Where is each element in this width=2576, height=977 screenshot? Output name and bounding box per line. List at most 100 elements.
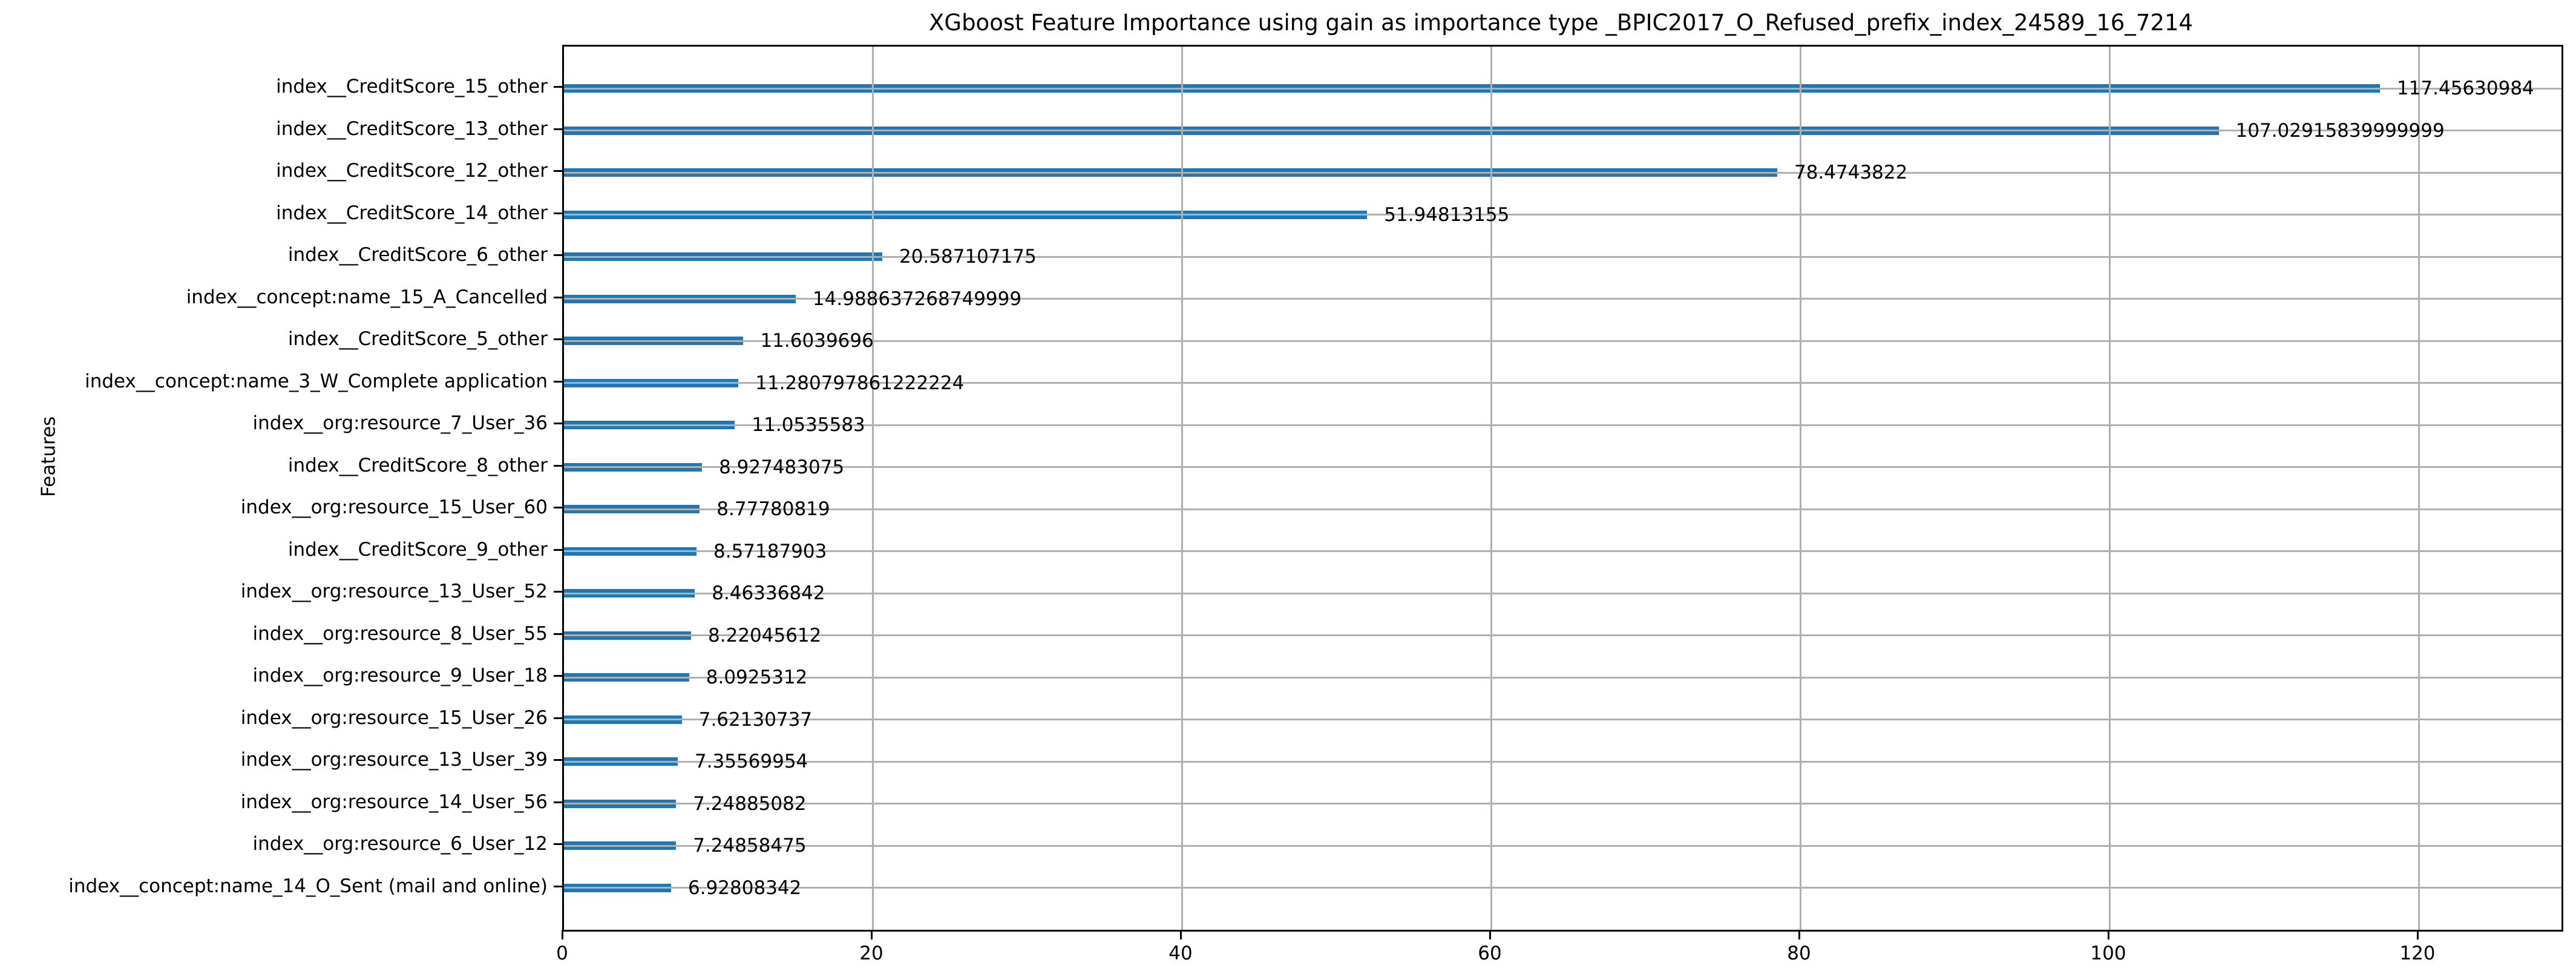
y-gridline [564, 760, 2561, 763]
y-tick-mark [554, 633, 562, 635]
y-gridline [564, 255, 2561, 258]
y-tick-mark [554, 885, 562, 887]
x-tick-label: 0 [556, 942, 568, 964]
y-tick-mark [554, 548, 562, 551]
bar-value-label: 78.4743822 [1794, 162, 1908, 184]
bar-value-label: 8.22045612 [708, 624, 822, 646]
y-tick-label: index__org:resource_13_User_39 [240, 749, 548, 771]
y-tick-mark [554, 128, 562, 130]
x-gridline [2418, 47, 2420, 930]
y-gridline [564, 382, 2561, 384]
y-tick-label: index__CreditScore_15_other [276, 76, 548, 98]
y-tick-label: index__concept:name_14_O_Sent (mail and … [68, 875, 548, 897]
y-gridline [564, 592, 2561, 594]
x-gridline [872, 47, 874, 930]
bar-value-label: 8.0925312 [706, 666, 808, 689]
x-tick-label: 40 [1168, 942, 1193, 964]
y-tick-label: index__CreditScore_13_other [276, 117, 548, 140]
y-tick-label: index__CreditScore_9_other [287, 538, 548, 561]
y-tick-label: index__CreditScore_5_other [287, 328, 548, 350]
x-tick-label: 80 [1787, 942, 1811, 964]
y-tick-mark [554, 717, 562, 719]
bar-value-label: 7.24885082 [693, 792, 807, 815]
bar-value-label: 8.927483075 [719, 456, 845, 478]
bar-value-label: 8.57187903 [713, 540, 827, 562]
bar-value-label: 6.92808342 [688, 877, 802, 899]
chart-title: XGboost Feature Importance using gain as… [929, 10, 2193, 36]
y-gridline [564, 340, 2561, 342]
y-axis-title: Features [38, 416, 60, 497]
x-tick-mark [2416, 930, 2419, 939]
y-tick-mark [554, 507, 562, 509]
y-tick-mark [554, 843, 562, 846]
x-gridline [1490, 47, 1493, 930]
y-tick-label: index__org:resource_6_User_12 [252, 833, 548, 855]
x-tick-mark [1798, 930, 1800, 939]
bar-value-label: 7.24858475 [693, 835, 807, 857]
y-gridline [564, 887, 2561, 889]
y-tick-mark [554, 591, 562, 593]
y-tick-label: index__CreditScore_12_other [276, 160, 548, 182]
y-tick-mark [554, 380, 562, 383]
x-gridline [1800, 47, 1802, 930]
x-tick-mark [1489, 930, 1491, 939]
bar-value-label: 107.02915839999999 [2235, 119, 2445, 142]
y-tick-label: index__org:resource_15_User_60 [240, 496, 548, 519]
y-tick-label: index__org:resource_9_User_18 [252, 665, 548, 687]
x-gridline [2109, 47, 2111, 930]
y-tick-label: index__concept:name_3_W_Complete applica… [85, 370, 548, 392]
bar-value-label: 11.0535583 [752, 414, 865, 436]
y-tick-label: index__CreditScore_14_other [276, 202, 548, 224]
y-gridline [564, 298, 2561, 300]
y-gridline [564, 719, 2561, 721]
y-gridline [564, 466, 2561, 469]
y-tick-label: index__CreditScore_8_other [287, 454, 548, 476]
x-tick-mark [2107, 930, 2109, 939]
y-tick-mark [554, 338, 562, 341]
y-gridline [564, 424, 2561, 426]
bar-value-label: 51.94813155 [1384, 203, 1510, 226]
y-tick-label: index__org:resource_8_User_55 [252, 622, 548, 645]
y-tick-label: index__CreditScore_6_other [287, 244, 548, 266]
y-tick-mark [554, 759, 562, 762]
bar-value-label: 20.587107175 [899, 246, 1037, 268]
x-tick-mark [562, 930, 563, 939]
bar-value-label: 117.45630984 [2396, 77, 2534, 100]
y-tick-mark [554, 212, 562, 214]
bar-value-label: 11.280797861222224 [755, 372, 965, 394]
bar-value-label: 11.6039696 [760, 330, 874, 352]
y-tick-mark [554, 464, 562, 467]
y-gridline [564, 844, 2561, 847]
y-tick-mark [554, 86, 562, 88]
y-gridline [564, 508, 2561, 510]
plot-area: 117.45630984 107.02915839999999 78.4743822… [562, 45, 2563, 932]
y-tick-label: index__org:resource_13_User_52 [240, 581, 548, 603]
y-tick-mark [554, 423, 562, 425]
y-gridline [564, 550, 2561, 553]
y-tick-mark [554, 296, 562, 298]
bar-value-label: 7.62130737 [698, 708, 813, 731]
y-tick-label: index__concept:name_15_A_Cancelled [186, 286, 548, 308]
y-tick-label: index__org:resource_7_User_36 [252, 412, 548, 435]
x-tick-label: 100 [2090, 942, 2126, 964]
x-tick-label: 20 [859, 942, 883, 964]
x-tick-mark [870, 930, 873, 939]
x-gridline [1181, 47, 1184, 930]
y-tick-mark [554, 254, 562, 257]
x-tick-label: 60 [1478, 942, 1502, 964]
y-tick-mark [554, 170, 562, 173]
x-tick-mark [1179, 930, 1182, 939]
x-tick-label: 120 [2399, 942, 2436, 964]
y-tick-mark [554, 801, 562, 803]
y-gridline [564, 634, 2561, 637]
bar-value-label: 14.988637268749999 [812, 288, 1022, 310]
y-gridline [564, 214, 2561, 216]
y-gridline [564, 676, 2561, 679]
y-gridline [564, 130, 2561, 132]
y-gridline [564, 87, 2561, 90]
bar-value-label: 7.35569954 [694, 751, 808, 773]
bar-value-label: 8.77780819 [716, 498, 830, 521]
y-gridline [564, 171, 2561, 174]
y-tick-label: index__org:resource_14_User_56 [240, 791, 548, 813]
